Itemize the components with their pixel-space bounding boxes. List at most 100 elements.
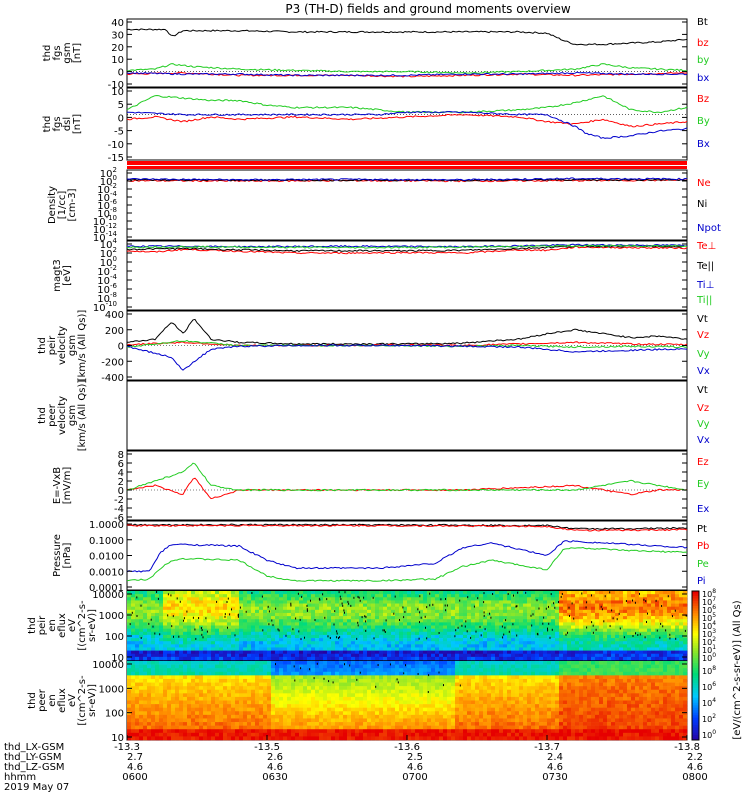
panel-frame [126, 18, 688, 88]
heat-cell [135, 689, 140, 694]
heat-cell [359, 603, 364, 607]
heat-cell [191, 653, 196, 658]
heat-cell [211, 675, 216, 680]
heat-cell [143, 711, 148, 716]
dropout-speckle [457, 626, 459, 629]
heat-cell [675, 653, 680, 658]
heat-cell [155, 661, 160, 665]
heat-cell [191, 707, 196, 712]
heat-cell [499, 653, 504, 658]
heat-cell [639, 656, 644, 661]
heat-cell [467, 609, 472, 614]
heat-cell [331, 616, 336, 620]
heat-cell [239, 600, 244, 604]
heat-cell [143, 647, 148, 651]
heat-cell [595, 644, 600, 648]
heat-cell [679, 634, 684, 639]
heat-cell [471, 625, 476, 629]
heat-cell [279, 689, 284, 694]
legend-entry: Pt [697, 524, 707, 535]
heat-cell [323, 682, 328, 687]
heat-cell [547, 603, 552, 607]
heat-cell [167, 693, 172, 698]
heat-cell [235, 631, 240, 636]
heat-cell [479, 634, 484, 639]
heat-cell [291, 689, 296, 694]
heat-cell [227, 661, 232, 665]
heat-cell [631, 641, 636, 645]
heat-cell [147, 686, 152, 691]
heat-cell [307, 682, 312, 687]
heat-cell [135, 714, 140, 719]
heat-cell [399, 616, 404, 620]
heat-cell [647, 597, 652, 601]
heat-cell [307, 628, 312, 633]
heat-cell [363, 722, 368, 726]
heat-cell [347, 711, 352, 716]
heat-cell [227, 689, 232, 694]
heat-cell [583, 631, 588, 636]
heat-cell [495, 656, 500, 661]
heat-cell [371, 638, 376, 642]
heat-cell [235, 619, 240, 623]
heat-cell [183, 693, 188, 698]
panel-10: thd peer en eflux eV [(cm^2-s-sr-eV)]10000100… [27, 660, 688, 744]
heat-cell [495, 634, 500, 639]
heat-cell [339, 704, 344, 708]
heat-cell [439, 656, 444, 661]
heat-cell [187, 644, 192, 648]
heat-cell [639, 603, 644, 607]
heat-cell [155, 603, 160, 607]
heat-cell [587, 616, 592, 620]
heat-cell [327, 664, 332, 669]
heat-cell [275, 622, 280, 626]
heat-cell [175, 641, 180, 645]
y-axis-label: peer [47, 403, 58, 427]
heat-cell [343, 650, 348, 655]
heat-cell [207, 671, 212, 676]
heat-cell [179, 647, 184, 651]
heat-cell [291, 628, 296, 633]
dropout-speckle [382, 629, 384, 632]
heat-cell [559, 606, 564, 611]
heat-cell [527, 603, 532, 607]
heat-cell [483, 594, 488, 598]
heat-cell [615, 647, 620, 651]
heat-cell [375, 656, 380, 661]
dropout-speckle [157, 597, 159, 600]
heat-cell [323, 606, 328, 611]
heat-cell [127, 647, 132, 651]
series-line-By [126, 94, 688, 114]
heat-cell [175, 600, 180, 604]
heat-cell [339, 638, 344, 642]
heat-cell [259, 628, 264, 633]
heat-cell [351, 600, 356, 604]
heat-cell [207, 722, 212, 726]
heat-cell [167, 597, 172, 601]
heat-cell [187, 625, 192, 629]
heat-cell [147, 594, 152, 598]
heat-cell [343, 661, 348, 665]
heat-cell [175, 696, 180, 701]
heat-cell [287, 597, 292, 601]
heat-cell [139, 664, 144, 669]
heat-cell [291, 661, 296, 665]
heat-cell [507, 631, 512, 636]
heat-cell [235, 711, 240, 716]
panel-8: Pressure [nPa]1.00000.10000.01000.00100.0… [52, 520, 709, 594]
heat-cell [187, 594, 192, 598]
heat-cell [139, 718, 144, 723]
heat-cell [359, 718, 364, 723]
heat-cell [259, 597, 264, 601]
heat-cell [171, 597, 176, 601]
heat-cell [451, 625, 456, 629]
heat-cell [307, 634, 312, 639]
heat-cell [131, 671, 136, 676]
heat-cell [239, 714, 244, 719]
heat-cell [231, 603, 236, 607]
heat-cell [315, 625, 320, 629]
heat-cell [251, 606, 256, 611]
heat-cell [271, 641, 276, 645]
heat-cell [571, 609, 576, 614]
heat-cell [231, 686, 236, 691]
